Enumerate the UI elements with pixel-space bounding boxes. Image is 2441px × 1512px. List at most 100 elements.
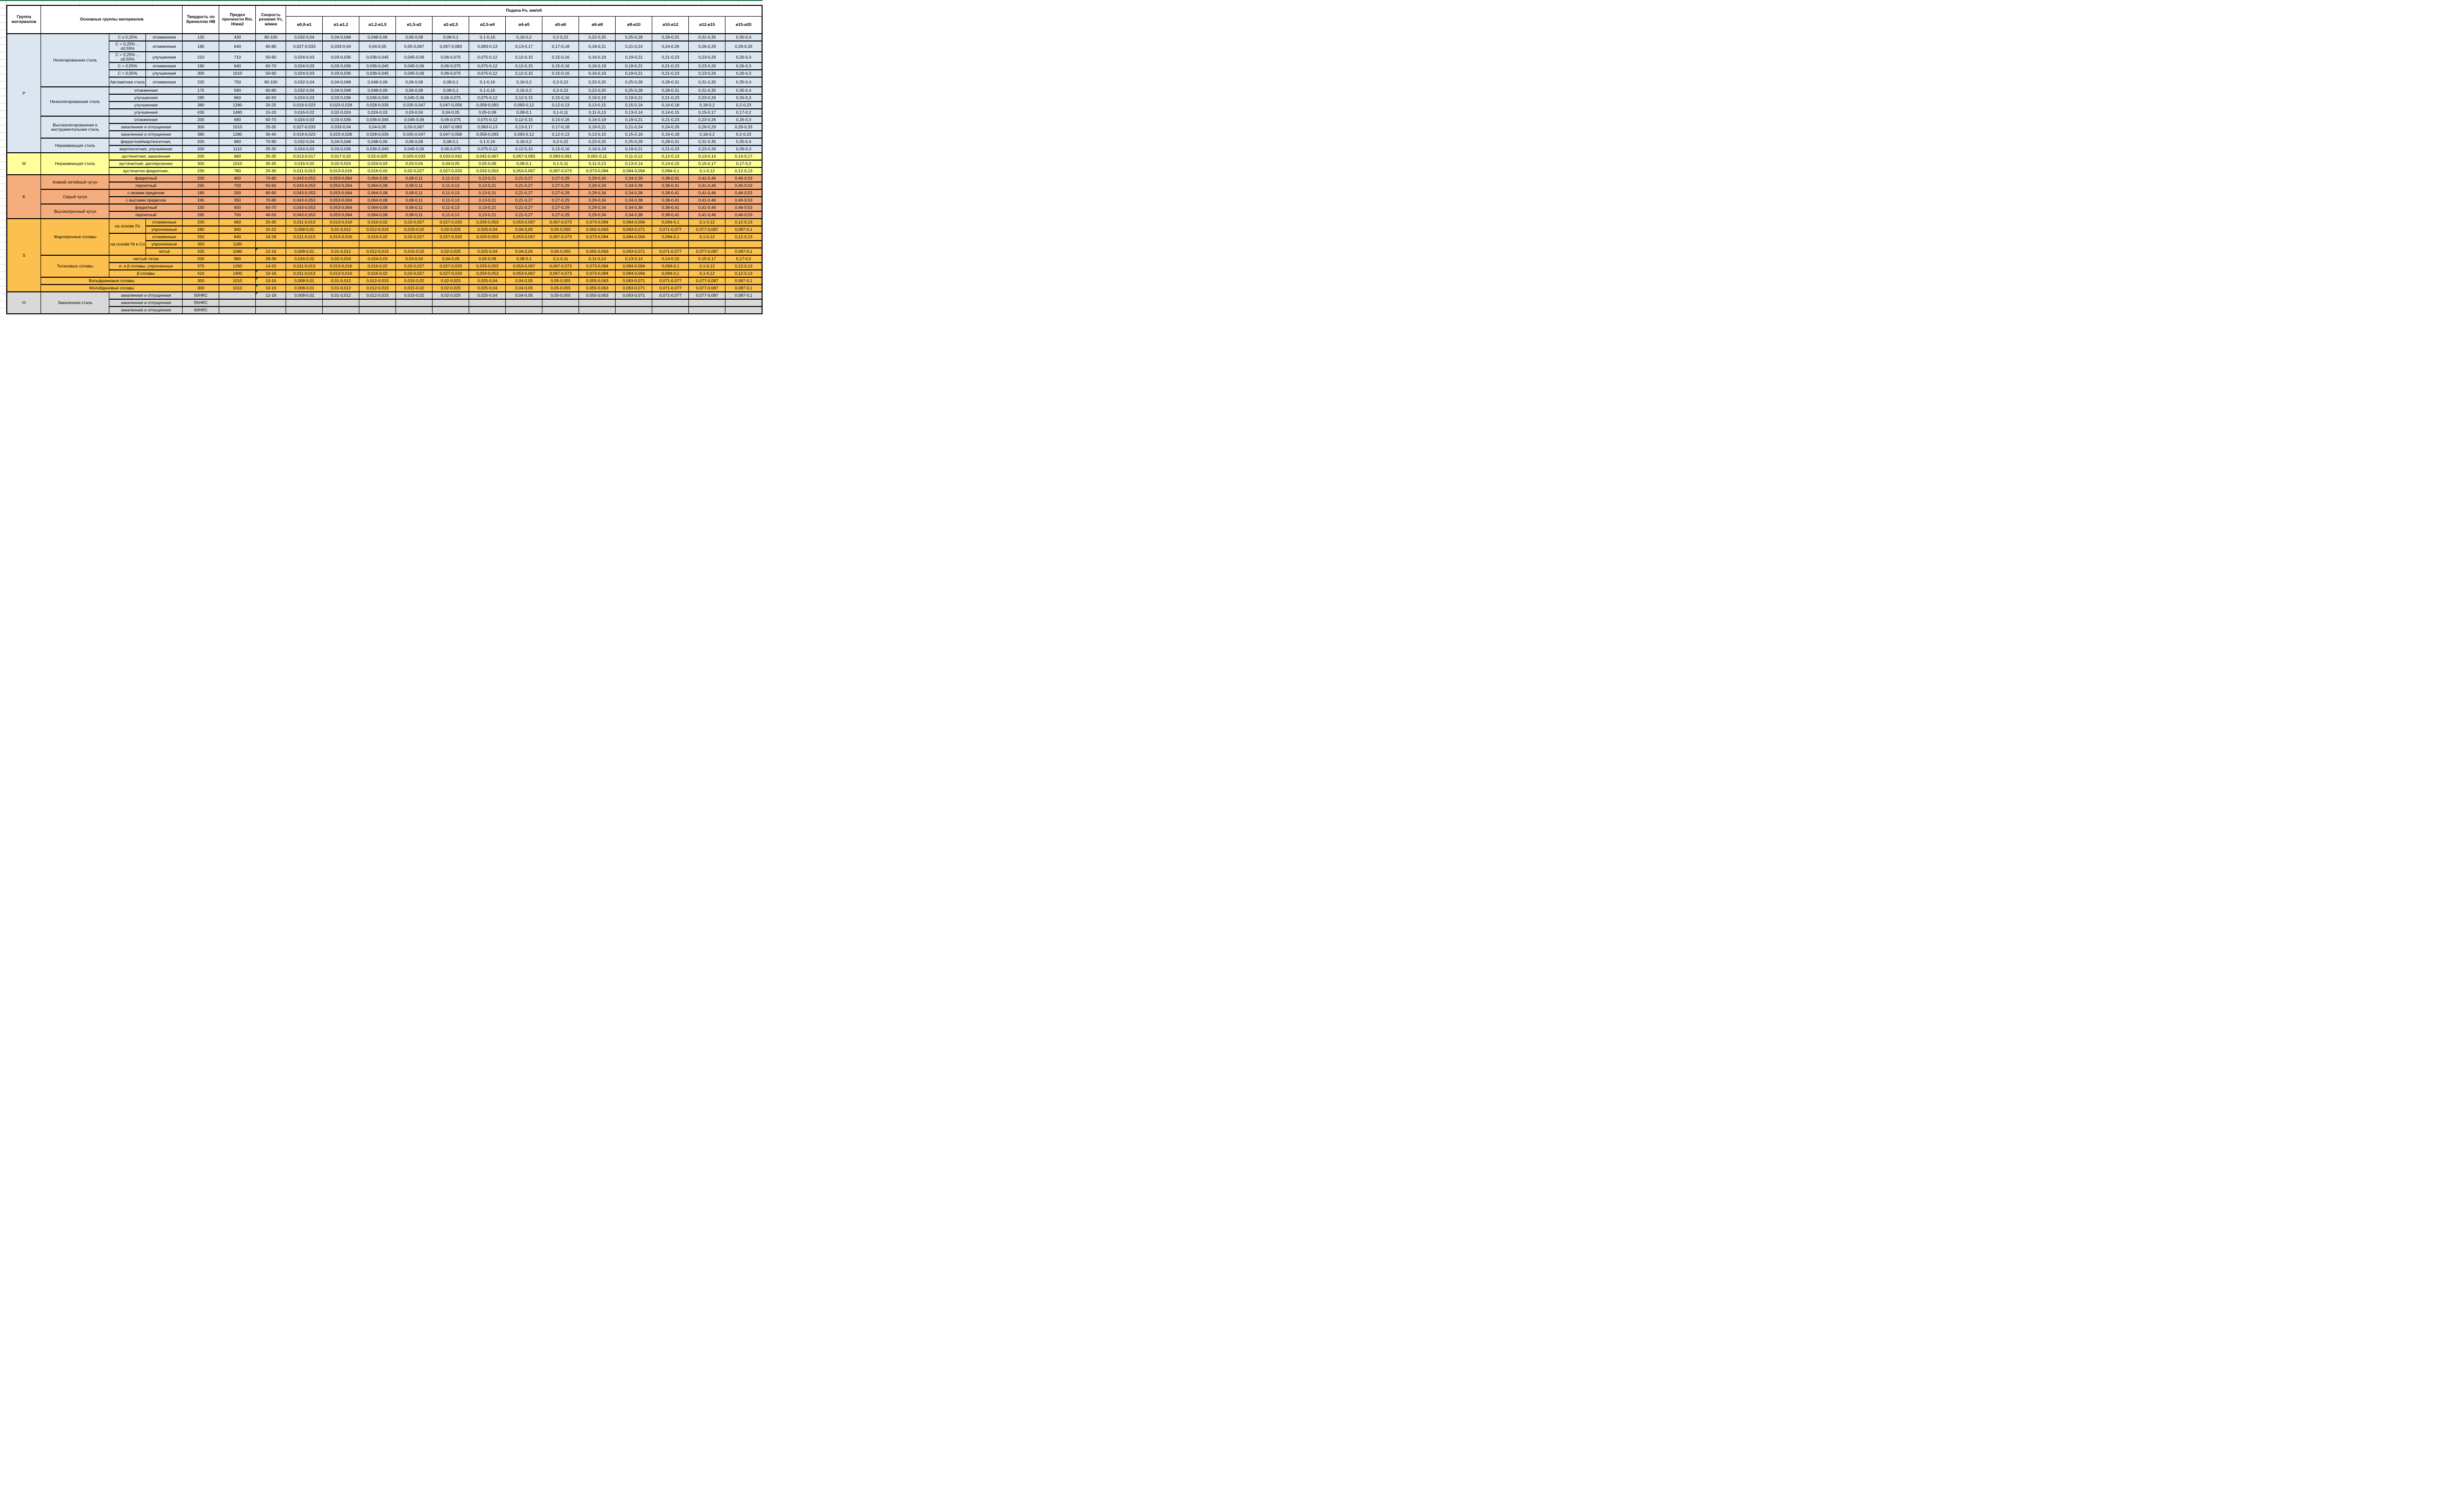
feed-cell-ø1-ø1,2[interactable]: 0,053-0,064 — [322, 182, 360, 190]
feed-cell-ø12-ø15[interactable]: 0,15-0,17 — [688, 160, 726, 168]
feed-cell-ø4-ø5[interactable]: 0,053-0,067 — [505, 262, 543, 270]
feed-cell-ø5-ø6[interactable]: 0,067-0,073 — [542, 167, 579, 175]
feed-cell-ø8-ø10[interactable]: 0,063-0,071 — [615, 225, 653, 234]
speed-cell[interactable]: 28-36 — [255, 255, 287, 263]
feed-cell-ø1-ø1,2[interactable]: 0,01-0,012 — [322, 225, 360, 234]
feed-cell-ø2,5-ø4[interactable]: 0,13-0,21 — [469, 189, 506, 197]
header-diameter-7[interactable]: ø4-ø5 — [505, 16, 543, 34]
feed-cell-ø5-ø6[interactable]: 0,05-0,055 — [542, 277, 579, 285]
feed-cell-ø12-ø15[interactable]: 0,1-0,12 — [688, 269, 726, 278]
feed-cell-ø1,2-ø1,5[interactable]: 0,064-0,08 — [359, 182, 396, 190]
feed-cell-ø0,8-ø1[interactable]: 0,043-0,053 — [286, 211, 323, 219]
feed-cell-ø6-ø8[interactable]: 0,18-0,21 — [579, 123, 616, 131]
feed-cell-ø10-ø12[interactable]: 0,24-0,26 — [652, 123, 689, 131]
feed-cell-ø2-ø2,5[interactable]: 0,04-0,05 — [432, 255, 470, 263]
group-cell[interactable]: H — [6, 291, 41, 314]
condition-cell[interactable]: упрочненные — [145, 240, 183, 248]
hardness-cell[interactable]: 430 — [182, 108, 220, 117]
feed-cell-ø2-ø2,5[interactable]: 0,027-0,033 — [432, 233, 470, 241]
feed-cell-ø1,2-ø1,5[interactable]: 0,048-0,06 — [359, 86, 396, 95]
feed-cell-ø5-ø6[interactable]: 0,2-0,22 — [542, 86, 579, 95]
condition-cell[interactable]: отожженные — [145, 218, 183, 226]
feed-cell-ø1-ø1,2[interactable]: 0,013-0,016 — [322, 262, 360, 270]
hardness-cell[interactable]: 200 — [182, 116, 220, 124]
feed-cell-ø8-ø10[interactable]: 0,25-0,28 — [615, 138, 653, 146]
feed-cell-ø0,8-ø1[interactable]: 0,024-0,03 — [286, 116, 323, 124]
feed-cell-ø1-ø1,2[interactable]: 0,053-0,064 — [322, 174, 360, 183]
feed-cell-ø10-ø12[interactable]: 0,094-0,1 — [652, 269, 689, 278]
material-cell[interactable]: Молибденовые сплавы — [41, 284, 183, 292]
hardness-cell[interactable]: 300 — [182, 277, 220, 285]
feed-cell-ø1,2-ø1,5[interactable]: 0,036-0,045 — [359, 62, 396, 70]
condition-cell[interactable]: отожженная — [109, 116, 183, 124]
feed-cell-ø4-ø5[interactable]: 0,053-0,067 — [505, 218, 543, 226]
feed-cell-ø0,8-ø1[interactable]: 0,043-0,053 — [286, 189, 323, 197]
feed-cell-ø10-ø12[interactable]: 0,14-0,15 — [652, 255, 689, 263]
feed-cell-ø0,8-ø1[interactable] — [286, 240, 323, 248]
strength-cell[interactable]: 1260 — [219, 262, 256, 270]
feed-cell-ø2,5-ø4[interactable] — [469, 306, 506, 314]
condition-cell[interactable]: перлитный — [109, 182, 183, 190]
header-tensile-strength[interactable]: Предел прочности Rm, Н/мм2 — [219, 5, 256, 34]
condition-cell[interactable]: мартенситная, улучшенная — [109, 145, 183, 153]
strength-cell[interactable]: 400 — [219, 204, 256, 212]
feed-cell-ø6-ø8[interactable]: 0,18-0,21 — [579, 41, 616, 52]
feed-cell-ø2,5-ø4[interactable]: 0,075-0,12 — [469, 51, 506, 63]
feed-cell-ø2-ø2,5[interactable]: 0,11-0,13 — [432, 196, 470, 204]
feed-cell-ø12-ø15[interactable] — [688, 306, 726, 314]
feed-cell-ø12-ø15[interactable]: 0,26-0,29 — [688, 123, 726, 131]
feed-cell-ø2,5-ø4[interactable]: 0,025-0,04 — [469, 284, 506, 292]
speed-cell[interactable]: 25-35 — [255, 123, 287, 131]
feed-cell-ø10-ø12[interactable]: 0,094-0,1 — [652, 218, 689, 226]
feed-cell-ø6-ø8[interactable]: 0,16-0,19 — [579, 116, 616, 124]
header-main-material-groups[interactable]: Основные группы материалов — [41, 5, 183, 34]
header-diameter-6[interactable]: ø2,5-ø4 — [469, 16, 506, 34]
feed-cell-ø1,2-ø1,5[interactable]: 0,064-0,08 — [359, 174, 396, 183]
feed-cell-ø6-ø8[interactable]: 0,11-0,13 — [579, 255, 616, 263]
feed-cell-ø8-ø10[interactable]: 0,19-0,21 — [615, 69, 653, 78]
feed-cell-ø10-ø12[interactable]: 0,38-0,41 — [652, 211, 689, 219]
feed-cell-ø0,8-ø1[interactable]: 0,008-0,01 — [286, 247, 323, 256]
condition-cell[interactable]: аустенитно-ферритная, — [109, 167, 183, 175]
feed-cell-ø15-ø20[interactable]: 0,35-0,4 — [725, 138, 763, 146]
feed-cell-ø5-ø6[interactable]: 0,15-0,16 — [542, 145, 579, 153]
feed-cell-ø15-ø20[interactable]: 0,12-0,13 — [725, 233, 763, 241]
feed-cell-ø1,2-ø1,5[interactable]: 0,048-0,06 — [359, 138, 396, 146]
speed-cell[interactable]: 50-60 — [255, 51, 287, 63]
feed-cell-ø2-ø2,5[interactable]: 0,06-0,075 — [432, 145, 470, 153]
feed-cell-ø10-ø12[interactable]: 0,16-0,18 — [652, 130, 689, 139]
feed-cell-ø4-ø5[interactable]: 0,04-0,05 — [505, 277, 543, 285]
strength-cell[interactable]: 750 — [219, 77, 256, 87]
strength-cell[interactable]: 1480 — [219, 108, 256, 117]
feed-cell-ø12-ø15[interactable]: 0,1-0,12 — [688, 262, 726, 270]
feed-cell-ø2-ø2,5[interactable]: 0,06-0,075 — [432, 62, 470, 70]
feed-cell-ø1-ø1,2[interactable]: 0,017-0,02 — [322, 152, 360, 161]
speed-cell[interactable]: 10-16 — [255, 277, 287, 285]
feed-cell-ø2,5-ø4[interactable]: 0,025-0,04 — [469, 247, 506, 256]
hardness-cell[interactable]: 200 — [182, 218, 220, 226]
feed-cell-ø1,5-ø2[interactable]: 0,06-0,08 — [395, 138, 433, 146]
feed-cell-ø1,5-ø2[interactable]: 0,02-0,027 — [395, 262, 433, 270]
feed-cell-ø2-ø2,5[interactable]: 0,06-0,075 — [432, 116, 470, 124]
feed-cell-ø4-ø5[interactable]: 0,08-0,1 — [505, 108, 543, 117]
feed-cell-ø0,8-ø1[interactable]: 0,024-0,03 — [286, 94, 323, 102]
feed-cell-ø1,2-ø1,5[interactable]: 0,028-0,035 — [359, 130, 396, 139]
feed-cell-ø4-ø5[interactable]: 0,12-0,15 — [505, 62, 543, 70]
feed-cell-ø12-ø15[interactable]: 0,13-0,14 — [688, 152, 726, 161]
feed-cell-ø5-ø6[interactable]: 0,067-0,073 — [542, 233, 579, 241]
speed-cell[interactable] — [255, 240, 287, 248]
feed-cell-ø12-ø15[interactable]: 0,077-0,087 — [688, 291, 726, 300]
hardness-cell[interactable]: 245 — [182, 196, 220, 204]
speed-cell[interactable]: 60-80 — [255, 41, 287, 52]
feed-cell-ø4-ø5[interactable]: 0,053-0,067 — [505, 167, 543, 175]
feed-cell-ø1,5-ø2[interactable]: 0,03-0,04 — [395, 255, 433, 263]
strength-cell[interactable]: 1010 — [219, 160, 256, 168]
feed-cell-ø6-ø8[interactable]: 0,055-0,063 — [579, 277, 616, 285]
feed-cell-ø15-ø20[interactable]: 0,17-0,2 — [725, 255, 763, 263]
feed-cell-ø1,2-ø1,5[interactable]: 0,04-0,05 — [359, 123, 396, 131]
feed-cell-ø4-ø5[interactable]: 0,04-0,05 — [505, 284, 543, 292]
condition-cell[interactable]: перлитный — [109, 211, 183, 219]
feed-cell-ø8-ø10[interactable]: 0,34-0,38 — [615, 211, 653, 219]
feed-cell-ø1,2-ø1,5[interactable]: 0,02-0,025 — [359, 152, 396, 161]
feed-cell-ø8-ø10[interactable]: 0,084-0,094 — [615, 218, 653, 226]
